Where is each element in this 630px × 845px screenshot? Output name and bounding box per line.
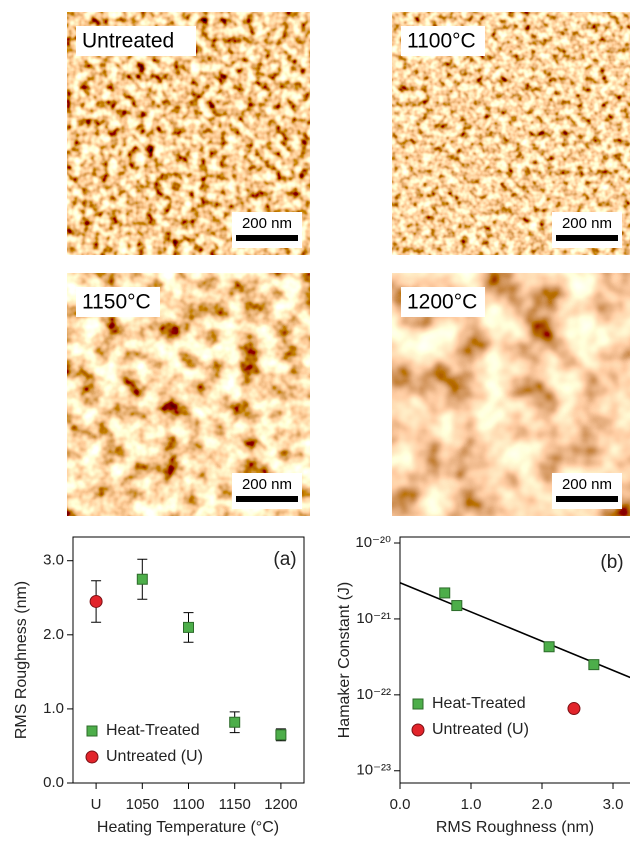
marker	[230, 717, 240, 727]
marker	[276, 730, 286, 740]
x-axis-label: RMS Roughness (nm)	[436, 819, 594, 836]
scale-bar	[236, 235, 298, 241]
x-tick-label: 1100	[172, 796, 204, 813]
x-tick-label: U	[91, 796, 102, 813]
marker	[137, 574, 147, 584]
x-axis-label: Heating Temperature (°C)	[97, 819, 279, 836]
x-tick-label: 1.0	[461, 796, 482, 813]
scale-label: 200 nm	[562, 215, 612, 232]
y-tick-label: 10⁻²²	[356, 686, 391, 703]
x-tick-label: 3.0	[603, 796, 624, 813]
legend-marker	[413, 699, 423, 709]
legend-label: Untreated (U)	[106, 748, 203, 765]
image-label: 1150°C	[82, 291, 151, 314]
x-tick-label: 1050	[126, 796, 159, 813]
x-tick-label: 0.0	[390, 796, 411, 813]
legend-label: Heat-Treated	[432, 695, 526, 712]
marker	[184, 622, 194, 632]
chart	[400, 537, 630, 783]
marker	[589, 660, 599, 670]
scale-label: 200 nm	[242, 215, 292, 232]
annotation: (b)	[600, 552, 623, 573]
x-tick-label: 2.0	[532, 796, 553, 813]
legend-marker	[87, 726, 97, 736]
x-tick-label: 1200	[264, 796, 297, 813]
marker	[90, 595, 102, 607]
y-tick-label: 0.0	[43, 774, 64, 791]
y-tick-label: 10⁻²¹	[356, 610, 391, 627]
marker	[440, 588, 450, 598]
scale-label: 200 nm	[242, 476, 292, 493]
marker	[544, 642, 554, 652]
y-tick-label: 10⁻²⁰	[355, 534, 391, 551]
figure: Untreated 200 nm 1100°C 200 nm 1150°C 200 nm 1…	[0, 0, 630, 845]
scale-bar	[236, 496, 298, 502]
image-label: Untreated	[82, 30, 174, 53]
scale-bar	[556, 496, 618, 502]
y-tick-label: 10⁻²³	[356, 762, 391, 779]
image-label: 1200°C	[407, 291, 477, 314]
scale-bar	[556, 235, 618, 241]
y-axis-label: RMS Roughness (nm)	[13, 581, 30, 739]
legend-marker	[412, 724, 424, 736]
legend-label: Heat-Treated	[106, 722, 200, 739]
scale-label: 200 nm	[562, 476, 612, 493]
y-tick-label: 2.0	[43, 626, 64, 643]
image-label: 1100°C	[407, 30, 476, 53]
y-axis-label: Hamaker Constant (J)	[336, 582, 353, 739]
annotation: (a)	[273, 549, 296, 570]
legend-label: Untreated (U)	[432, 721, 529, 738]
chart	[73, 537, 304, 783]
plot-frame	[73, 537, 304, 783]
x-tick-label: 1150	[219, 796, 251, 813]
marker	[452, 601, 462, 611]
marker	[568, 703, 580, 715]
legend-marker	[86, 751, 98, 763]
y-tick-label: 3.0	[43, 552, 64, 569]
y-tick-label: 1.0	[43, 700, 64, 717]
